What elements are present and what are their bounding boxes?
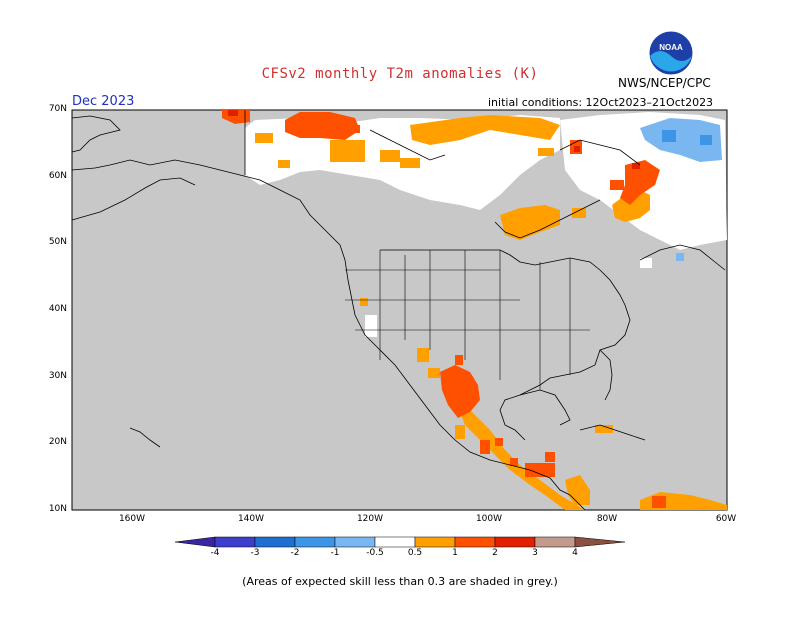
colorbar-bin-9	[534, 536, 576, 548]
noaa-logo-text: NOAA	[659, 43, 683, 52]
colorbar-bin-2	[254, 536, 296, 548]
lat-label-70n: 70N	[48, 104, 67, 114]
lat-label-60n: 60N	[48, 171, 67, 181]
colorbar-bin-3	[294, 536, 336, 548]
lon-label-140w: 140W	[237, 514, 265, 524]
lon-label-160w: 160W	[118, 514, 146, 524]
lon-label-120w: 120W	[356, 514, 384, 524]
lon-label-100w: 100W	[475, 514, 503, 524]
warm-anomaly-light-areas	[255, 115, 727, 510]
colorbar-tick-label: 2	[492, 548, 498, 558]
colorbar-tick-label: 0.5	[407, 548, 423, 558]
colorbar-bin-1	[214, 536, 256, 548]
colorbar-tick-label: -1	[330, 548, 340, 558]
colorbar-bin-5	[374, 536, 416, 548]
lon-label-80w: 80W	[596, 514, 618, 524]
lon-label-60w: 60W	[715, 514, 737, 524]
lat-label-50n: 50N	[48, 237, 67, 247]
colorbar-bin-6	[414, 536, 456, 548]
colorbar-tick-label: 4	[572, 548, 578, 558]
lat-label-30n: 30N	[48, 371, 67, 381]
colorbar-tick-label: -0.5	[366, 548, 384, 558]
colorbar-bin-4	[334, 536, 376, 548]
coastlines	[71, 110, 726, 511]
colorbar-bin-7	[454, 536, 496, 548]
noaa-logo: NOAA	[648, 30, 694, 76]
skill-footnote: (Areas of expected skill less than 0.3 a…	[242, 575, 558, 588]
lat-label-20n: 20N	[48, 437, 67, 447]
lat-label-40n: 40N	[48, 304, 67, 314]
state-borders	[345, 250, 590, 390]
negative-anomaly-areas	[640, 118, 722, 261]
colorbar-tick-label: 1	[452, 548, 458, 558]
initial-conditions: initial conditions: 12Oct2023–21Oct2023	[488, 96, 714, 109]
colorbar	[174, 536, 626, 548]
warm-anomaly-strong-areas	[228, 110, 640, 169]
chart-title: CFSv2 monthly T2m anomalies (K)	[261, 66, 539, 82]
colorbar-tick-label: -2	[290, 548, 300, 558]
colorbar-low-arrow	[174, 536, 216, 548]
colorbar-high-arrow	[574, 536, 626, 548]
colorbar-tick-label: -4	[210, 548, 220, 558]
colorbar-bin-8	[494, 536, 536, 548]
lat-label-10n: 10N	[48, 504, 67, 514]
colorbar-tick-label: 3	[532, 548, 538, 558]
forecast-month: Dec 2023	[72, 94, 135, 109]
agency-label: NWS/NCEP/CPC	[618, 76, 711, 90]
colorbar-tick-label: -3	[250, 548, 260, 558]
